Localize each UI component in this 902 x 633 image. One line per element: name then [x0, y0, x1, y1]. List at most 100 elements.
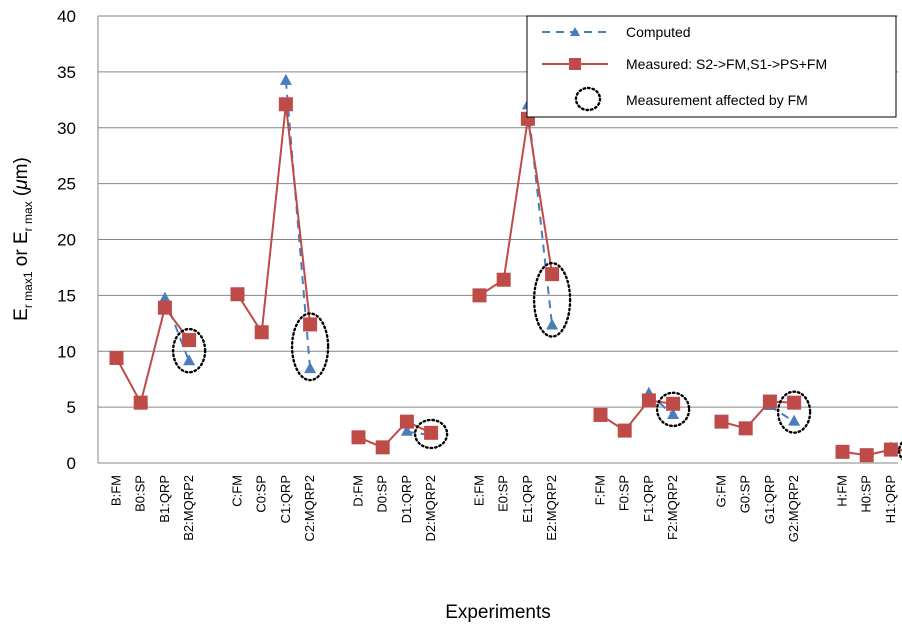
data-point-measured [399, 414, 414, 429]
data-point-measured [472, 288, 487, 303]
data-point-computed [667, 407, 680, 419]
axes [97, 16, 898, 464]
legend-entry-measured: Measured: S2->FM,S1->PS+FM [542, 56, 827, 72]
data-point-measured [133, 395, 148, 410]
data-point-computed [279, 73, 292, 85]
legend-marker-ellipse [574, 86, 602, 112]
x-tick-label: G1:QRP [762, 475, 777, 524]
data-point-measured [617, 423, 632, 438]
annotation-ellipse [290, 312, 330, 382]
x-tick-label: F1:QRP [641, 475, 656, 522]
data-point-measured [666, 396, 681, 411]
x-tick-labels: B:FM B0:SP B1:QRP B2:MQRP2 C:FM C0:SP C1:QRP C2… [109, 475, 898, 542]
x-tick-label: D2:MQRP2 [423, 475, 438, 541]
x-tick-label: B1:QRP [157, 475, 172, 523]
x-tick-label: E0:SP [496, 475, 511, 512]
series-line-computed [163, 298, 191, 362]
legend-label-computed: Computed [626, 24, 691, 40]
data-point-measured [859, 448, 874, 463]
x-tick-label: H1:QRP [883, 475, 898, 523]
series-line-measured [842, 448, 902, 457]
y-tick-label: 0 [67, 454, 76, 473]
data-point-measured [109, 350, 124, 365]
x-tick-label: E1:QRP [520, 475, 535, 523]
annotation-ellipse [532, 261, 572, 338]
data-point-measured [278, 97, 293, 112]
data-point-measured [738, 421, 753, 436]
x-tick-label: H0:SP [859, 475, 874, 513]
x-tick-label: D1:QRP [399, 475, 414, 523]
data-point-computed [183, 354, 196, 366]
legend-label-measured: Measured: S2->FM,S1->PS+FM [626, 56, 827, 72]
series-line-measured [236, 104, 312, 336]
x-tick-label: D0:SP [375, 475, 390, 513]
data-point-measured [762, 394, 777, 409]
legend-entry-annotation: Measurement affected by FM [574, 86, 808, 112]
data-point-measured [714, 414, 729, 429]
x-tick-label: F:FM [593, 475, 608, 505]
annotation-ellipse [413, 418, 449, 450]
legend-marker-computed [570, 27, 580, 36]
data-point-measured [182, 333, 197, 348]
x-tick-label: B2:MQRP2 [181, 475, 196, 541]
y-tick-label: 30 [57, 119, 76, 138]
legend: Computed Measured: S2->FM,S1->PS+FM Meas… [526, 15, 897, 118]
series-line-measured [115, 305, 190, 406]
x-tick-label: G0:SP [738, 475, 753, 513]
x-tick-label: F0:SP [617, 475, 632, 511]
data-point-measured [883, 442, 898, 457]
y-tick-label: 40 [57, 7, 76, 26]
annotation-ellipse [171, 327, 207, 374]
series-measured [109, 97, 902, 463]
y-tick-labels: 0 5 10 15 20 25 30 35 40 [57, 7, 76, 473]
data-point-measured [303, 317, 318, 332]
y-tick-label: 35 [57, 63, 76, 82]
series-line-computed [526, 105, 554, 326]
data-point-computed [546, 318, 559, 330]
data-point-measured [351, 430, 366, 445]
series-line-measured [358, 420, 432, 449]
x-tick-label: C:FM [230, 475, 245, 507]
x-tick-label: E2:MQRP2 [544, 475, 559, 541]
legend-marker-measured [569, 58, 581, 70]
x-tick-label: G2:MQRP2 [786, 475, 801, 542]
data-point-computed [400, 424, 413, 436]
data-point-measured [787, 395, 802, 410]
legend-label-annotation: Measurement affected by FM [626, 92, 808, 108]
x-tick-label: F2:MQRP2 [665, 475, 680, 540]
annotation-ellipse [897, 440, 902, 461]
data-point-computed [304, 362, 317, 374]
data-point-measured [496, 272, 511, 287]
legend-entry-computed: Computed [542, 24, 691, 40]
data-point-measured [835, 444, 850, 459]
x-tick-label: E:FM [472, 475, 487, 506]
y-tick-label: 20 [57, 231, 76, 250]
x-tick-label: B:FM [109, 475, 124, 506]
annotation-ellipses [171, 261, 902, 461]
x-tick-label: H:FM [835, 475, 850, 507]
data-point-computed [158, 291, 171, 303]
x-tick-label: C1:QRP [278, 475, 293, 523]
y-tick-label: 5 [67, 398, 76, 417]
data-point-measured [157, 300, 172, 315]
data-point-measured [230, 287, 245, 302]
data-point-measured [375, 440, 390, 455]
series-line-measured [478, 118, 554, 297]
series-line-measured [599, 399, 674, 432]
x-tick-label: G:FM [714, 475, 729, 508]
x-tick-label: C0:SP [254, 475, 269, 513]
y-tick-label: 25 [57, 175, 76, 194]
y-axis-title: Er max1 or Er max (μm) [11, 157, 35, 321]
data-point-measured [593, 407, 608, 422]
data-point-measured [545, 267, 560, 282]
x-axis-title: Experiments [445, 602, 551, 623]
series-line-measured [721, 400, 795, 430]
x-tick-label: C2:MQRP2 [302, 475, 317, 541]
x-tick-label: D:FM [351, 475, 366, 507]
data-point-measured [641, 393, 656, 408]
annotation-ellipse [655, 391, 691, 428]
y-tick-label: 15 [57, 286, 76, 305]
x-tick-label: B0:SP [133, 475, 148, 512]
data-point-measured [424, 425, 439, 440]
